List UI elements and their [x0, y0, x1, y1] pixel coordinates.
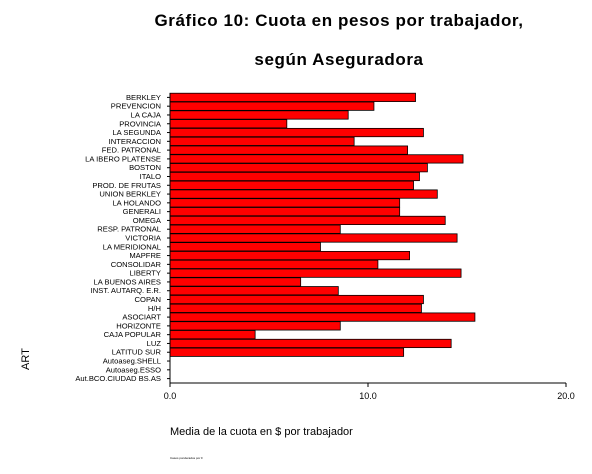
category-label: PREVENCION: [111, 102, 161, 111]
bar: [169, 294, 424, 305]
bar: [169, 321, 341, 331]
bar: [169, 163, 428, 173]
bar: [169, 110, 349, 120]
bar: [169, 268, 462, 278]
category-label: HORIZONTE: [116, 321, 161, 330]
category-label: INTERACCION: [109, 137, 161, 146]
bar: [169, 171, 420, 182]
category-label: LA HOLANDO: [112, 198, 161, 207]
chart-title-line-1: Gráfico 10: Cuota en pesos por trabajado…: [154, 11, 524, 30]
bar: [169, 154, 464, 164]
category-label: UNION BERKLEY: [99, 190, 161, 199]
category-label: MAPFRE: [129, 251, 161, 260]
x-tick-label: 20.0: [557, 391, 575, 401]
bar: [169, 303, 422, 313]
category-label: LATITUD SUR: [112, 348, 162, 357]
category-label: Aut.BCO.CIUDAD BS.AS: [75, 374, 161, 383]
bar: [169, 180, 414, 190]
x-tick-label: 0.0: [164, 391, 177, 401]
bar: [169, 330, 256, 340]
category-label: BERKLEY: [126, 93, 161, 102]
y-axis-label: ART: [20, 348, 32, 370]
category-label: LA MERIDIONAL: [103, 242, 161, 251]
bar: [169, 224, 341, 234]
category-label: BOSTON: [129, 163, 161, 172]
bar: [169, 127, 424, 138]
category-label: ITALO: [140, 172, 161, 181]
bar: [169, 136, 355, 146]
category-label: PROVINCIA: [119, 119, 162, 128]
category-label: PROD. DE FRUTAS: [92, 181, 161, 190]
bar: [169, 215, 446, 226]
category-label: Autoaseg.ESSO: [106, 365, 161, 374]
category-label: CAJA POPULAR: [104, 330, 162, 339]
bar: [169, 119, 288, 129]
bar: [169, 145, 409, 155]
category-label: LA IBERO PLATENSE: [85, 154, 161, 163]
bar: [169, 286, 339, 296]
bar: [169, 312, 476, 322]
bar: [169, 198, 401, 208]
category-label: LA SEGUNDA: [112, 128, 161, 137]
category-label: GENERALI: [123, 207, 161, 216]
chart-title-line-2: según Aseguradora: [254, 50, 424, 69]
category-label: VICTORIA: [125, 234, 162, 243]
category-label: H/H: [148, 304, 161, 313]
x-axis-label: Media de la cuota en $ por trabajador: [170, 426, 353, 438]
category-label: FED. PATRONAL: [102, 146, 161, 155]
x-tick-label: 10.0: [359, 391, 377, 401]
bar: [169, 338, 452, 349]
category-label: LA BUENOS AIRES: [93, 277, 161, 286]
category-label: CONSOLIDAR: [111, 260, 162, 269]
bar: [169, 347, 405, 357]
bar: [169, 259, 379, 269]
bar: [169, 101, 375, 111]
bar: [169, 242, 321, 252]
category-label: COPAN: [135, 295, 161, 304]
bar: [169, 233, 458, 243]
category-label: RESP. PATRONAL: [97, 225, 161, 234]
category-label: LA CAJA: [131, 110, 162, 119]
footnote: Casos ponderados por F: [170, 456, 204, 460]
category-label: ASOCIART: [122, 313, 161, 322]
bar: [169, 92, 416, 102]
category-label: LIBERTY: [129, 269, 161, 278]
category-label: Autoaseg.SHELL: [103, 357, 161, 366]
category-label: OMEGA: [133, 216, 162, 225]
bar: [169, 207, 401, 217]
bar: [169, 277, 302, 287]
category-label: INST. AUTARQ. E.R.: [91, 286, 161, 295]
category-label: LUZ: [147, 339, 162, 348]
bar: [169, 189, 438, 199]
bar: [169, 250, 410, 261]
